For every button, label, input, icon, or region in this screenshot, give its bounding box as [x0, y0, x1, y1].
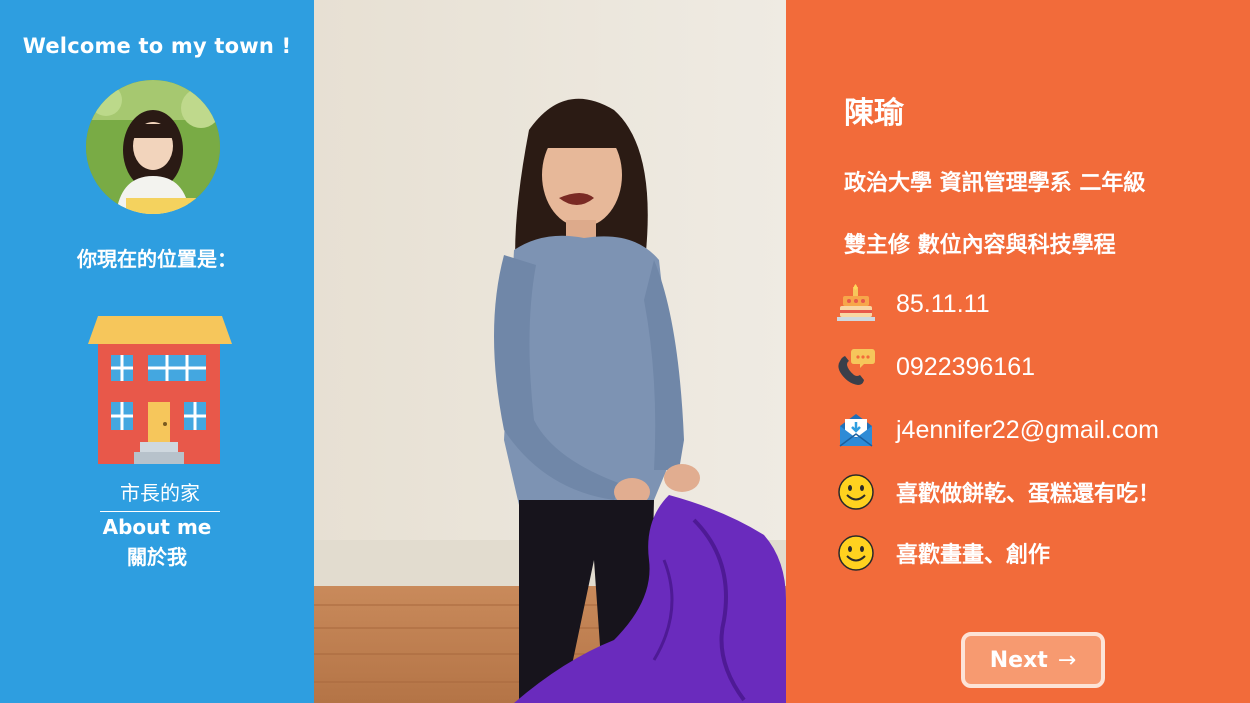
phone-text: 0922396161 [896, 352, 1036, 381]
next-button[interactable]: Next → [961, 632, 1105, 688]
like-text-1: 喜歡做餅乾、蛋糕還有吃！ [896, 482, 1161, 507]
info-panel: 陳瑜 政治大學 資訊管理學系 二年級 雙主修 數位內容與科技學程 85.11.1… [786, 0, 1250, 703]
email-row: j4ennifer22@gmail.com [836, 410, 1159, 450]
like-row-2: 喜歡畫畫、創作 [836, 533, 1050, 573]
like-row-1: 喜歡做餅乾、蛋糕還有吃！ [836, 472, 1160, 512]
like-text-2: 喜歡畫畫、創作 [896, 543, 1051, 568]
birthday-text: 85.11.11 [896, 289, 990, 318]
phone-icon [838, 349, 875, 385]
smiley-icon [838, 535, 874, 571]
house-caption[interactable]: 市長的家 [100, 477, 220, 512]
house-icon[interactable] [86, 314, 234, 466]
about-me-link[interactable]: About me [102, 515, 212, 539]
mail-icon [839, 414, 873, 447]
welcome-title: Welcome to my town ! [22, 34, 292, 58]
school-text: 政治大學 資訊管理學系 二年級 [844, 171, 1146, 196]
arrow-right-icon: → [1057, 647, 1077, 673]
cake-icon [837, 284, 875, 321]
profile-photo [314, 0, 786, 703]
smiley-icon [838, 474, 874, 510]
sidebar: Welcome to my town ! 你現在的位置是： [0, 0, 314, 703]
profile-name: 陳瑜 [844, 96, 904, 131]
email-text[interactable]: j4ennifer22@gmail.com [896, 415, 1160, 444]
birthday-row: 85.11.11 [836, 284, 990, 324]
phone-row: 0922396161 [836, 347, 1035, 387]
avatar [86, 80, 220, 214]
about-me-link-zh[interactable]: 關於我 [127, 545, 187, 569]
major-text: 雙主修 數位內容與科技學程 [844, 233, 1116, 258]
location-label: 你現在的位置是： [77, 247, 237, 271]
next-button-label: Next [989, 647, 1048, 673]
